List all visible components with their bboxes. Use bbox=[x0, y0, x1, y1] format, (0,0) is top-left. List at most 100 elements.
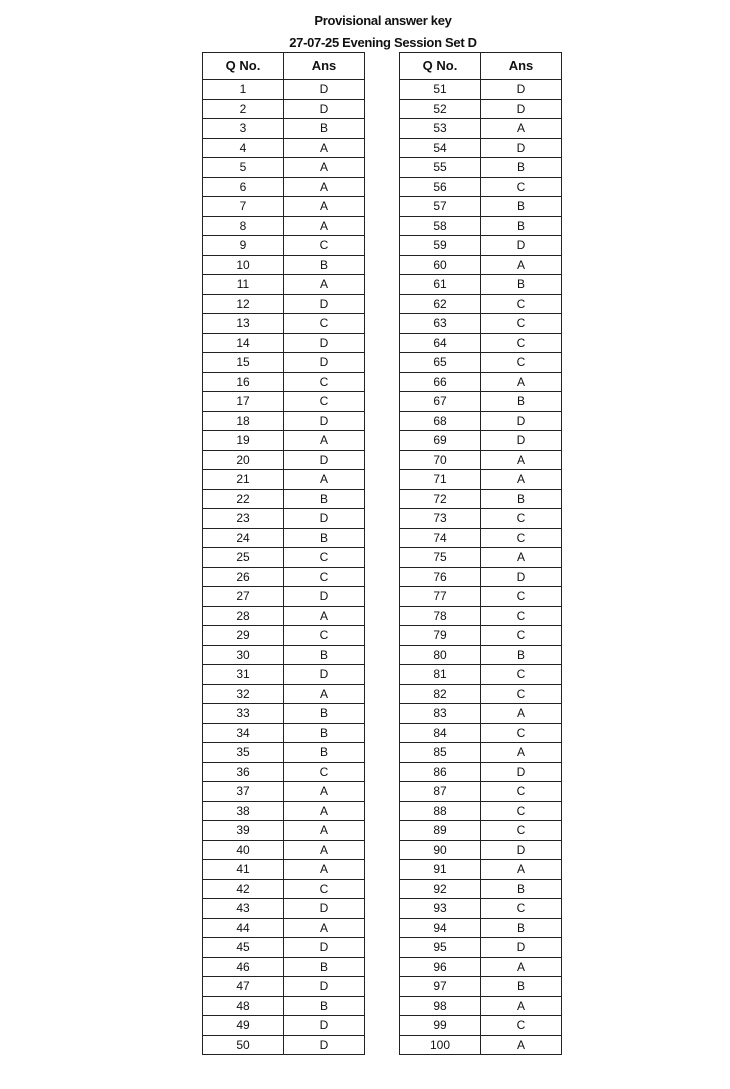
table-row: 20 D bbox=[202, 449, 365, 470]
table-row: 26 C bbox=[202, 566, 365, 587]
answer-cell: C bbox=[480, 605, 562, 626]
table-row: 48 B bbox=[202, 995, 365, 1016]
table-row: 85 A bbox=[399, 742, 562, 763]
table-row: 36 C bbox=[202, 761, 365, 782]
question-number: 54 bbox=[399, 137, 481, 158]
question-number: 28 bbox=[202, 605, 284, 626]
answer-cell: B bbox=[283, 703, 365, 724]
answer-cell: D bbox=[283, 937, 365, 958]
answer-cell: C bbox=[480, 352, 562, 373]
question-number: 72 bbox=[399, 488, 481, 509]
question-number: 76 bbox=[399, 566, 481, 587]
question-number: 30 bbox=[202, 644, 284, 665]
question-number: 53 bbox=[399, 118, 481, 139]
question-number: 83 bbox=[399, 703, 481, 724]
table-row: 34 B bbox=[202, 722, 365, 743]
question-number: 29 bbox=[202, 625, 284, 646]
table-row: 40 A bbox=[202, 839, 365, 860]
question-number: 34 bbox=[202, 722, 284, 743]
question-number: 77 bbox=[399, 586, 481, 607]
question-number: 85 bbox=[399, 742, 481, 763]
answer-cell: D bbox=[283, 352, 365, 373]
table-row: 67 B bbox=[399, 391, 562, 412]
answer-cell: B bbox=[283, 956, 365, 977]
answer-cell: B bbox=[480, 976, 562, 997]
question-number: 70 bbox=[399, 449, 481, 470]
answer-cell: D bbox=[283, 98, 365, 119]
table-row: 49 D bbox=[202, 1015, 365, 1036]
question-number: 47 bbox=[202, 976, 284, 997]
question-number: 46 bbox=[202, 956, 284, 977]
question-number: 79 bbox=[399, 625, 481, 646]
table-row: 84 C bbox=[399, 722, 562, 743]
table-row: 35 B bbox=[202, 742, 365, 763]
answer-cell: B bbox=[480, 878, 562, 899]
answer-cell: C bbox=[283, 761, 365, 782]
answer-cell: B bbox=[283, 742, 365, 763]
question-number: 1 bbox=[202, 79, 284, 100]
question-number: 40 bbox=[202, 839, 284, 860]
question-number: 5 bbox=[202, 157, 284, 178]
question-number: 11 bbox=[202, 274, 284, 295]
answer-cell: C bbox=[480, 781, 562, 802]
table-row: 95 D bbox=[399, 937, 562, 958]
question-number: 78 bbox=[399, 605, 481, 626]
table-row: 15 D bbox=[202, 352, 365, 373]
question-number: 13 bbox=[202, 313, 284, 334]
answer-cell: A bbox=[283, 683, 365, 704]
answer-cell: B bbox=[480, 917, 562, 938]
question-number: 17 bbox=[202, 391, 284, 412]
question-number: 49 bbox=[202, 1015, 284, 1036]
table-row: 29 C bbox=[202, 625, 365, 646]
table-row: 64 C bbox=[399, 332, 562, 353]
table-row: 55 B bbox=[399, 157, 562, 178]
table-row: 98 A bbox=[399, 995, 562, 1016]
answer-cell: B bbox=[480, 196, 562, 217]
table-row: 77 C bbox=[399, 586, 562, 607]
table-row: 82 C bbox=[399, 683, 562, 704]
question-number: 36 bbox=[202, 761, 284, 782]
answer-cell: C bbox=[480, 293, 562, 314]
answer-cell: C bbox=[480, 1015, 562, 1036]
question-number: 19 bbox=[202, 430, 284, 451]
question-number: 86 bbox=[399, 761, 481, 782]
question-number: 2 bbox=[202, 98, 284, 119]
table-row: 75 A bbox=[399, 547, 562, 568]
table-row: 74 C bbox=[399, 527, 562, 548]
answer-cell: C bbox=[480, 898, 562, 919]
question-number: 35 bbox=[202, 742, 284, 763]
question-number: 71 bbox=[399, 469, 481, 490]
answer-cell: B bbox=[283, 527, 365, 548]
table-row: 88 C bbox=[399, 800, 562, 821]
question-number: 66 bbox=[399, 371, 481, 392]
question-number: 14 bbox=[202, 332, 284, 353]
table-row: 92 B bbox=[399, 878, 562, 899]
table-row: 99 C bbox=[399, 1015, 562, 1036]
answer-cell: A bbox=[480, 995, 562, 1016]
answer-cell: A bbox=[283, 859, 365, 880]
table-row: 96 A bbox=[399, 956, 562, 977]
table-row: 56 C bbox=[399, 176, 562, 197]
table-row: 33 B bbox=[202, 703, 365, 724]
table-row: 93 C bbox=[399, 898, 562, 919]
question-number: 61 bbox=[399, 274, 481, 295]
question-number: 7 bbox=[202, 196, 284, 217]
answer-cell: A bbox=[283, 196, 365, 217]
question-number: 42 bbox=[202, 878, 284, 899]
table-row: 21 A bbox=[202, 469, 365, 490]
question-number: 55 bbox=[399, 157, 481, 178]
question-number: 25 bbox=[202, 547, 284, 568]
answer-cell: D bbox=[283, 410, 365, 431]
question-number: 65 bbox=[399, 352, 481, 373]
table-row: 19 A bbox=[202, 430, 365, 451]
table-row: 86 D bbox=[399, 761, 562, 782]
table-row: 28 A bbox=[202, 605, 365, 626]
answer-cell: A bbox=[480, 371, 562, 392]
answer-cell: A bbox=[480, 469, 562, 490]
table-row: 31 D bbox=[202, 664, 365, 685]
answer-cell: C bbox=[480, 722, 562, 743]
